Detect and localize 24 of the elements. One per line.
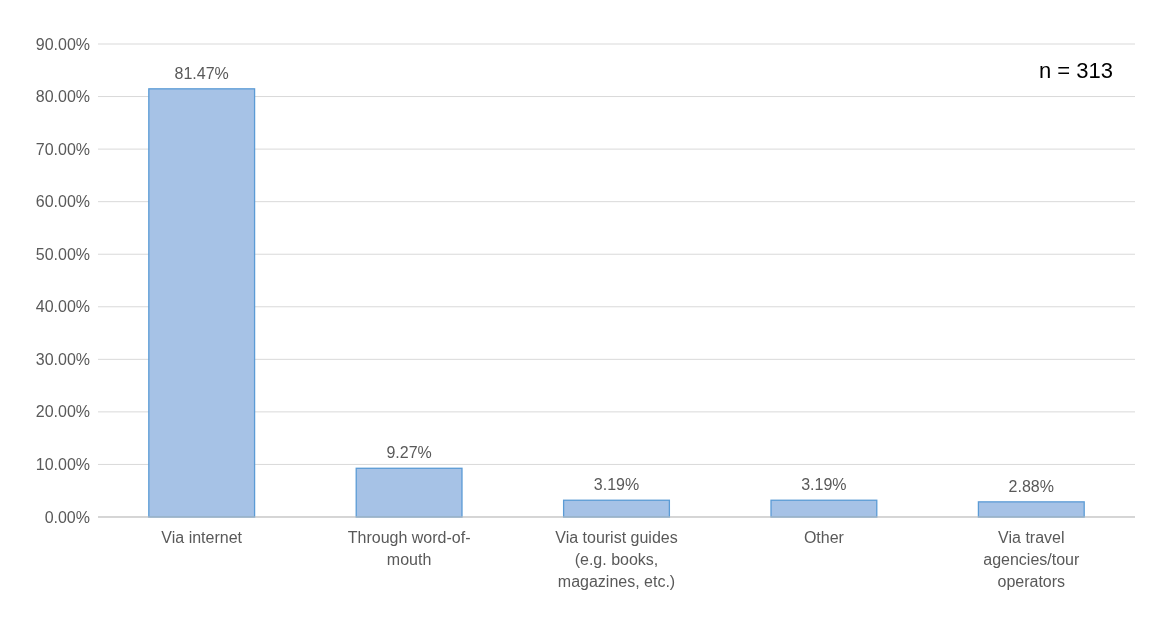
data-label: 2.88% — [1008, 477, 1054, 495]
y-tick-label: 40.00% — [35, 298, 90, 316]
data-label: 81.47% — [174, 64, 229, 82]
data-label: 9.27% — [386, 444, 432, 462]
x-tick-label: Other — [803, 529, 845, 546]
x-tick-label: Via travel agencies/tour operators — [983, 529, 1080, 590]
y-tick-label: 30.00% — [35, 350, 90, 368]
y-tick-label: 10.00% — [35, 456, 90, 474]
data-label: 3.19% — [593, 476, 640, 494]
y-tick-label: 20.00% — [35, 403, 90, 421]
y-tick-label: 60.00% — [35, 193, 90, 211]
bar — [977, 501, 1085, 518]
y-tick-label: 70.00% — [35, 140, 90, 158]
bar — [355, 467, 463, 518]
x-tick-label: Through word-of-mouth — [347, 529, 471, 568]
y-tick-label: 90.00% — [35, 35, 90, 53]
y-tick-label: 80.00% — [35, 88, 90, 106]
data-label: 3.19% — [801, 476, 847, 494]
x-tick-label: Via internet — [161, 529, 243, 546]
annotation: n = 313 — [1038, 58, 1113, 83]
bar — [148, 88, 256, 518]
y-tick-label: 0.00% — [44, 508, 90, 526]
x-tick-label: Via tourist guides (e.g. books, magazines, etc.) — [555, 529, 678, 590]
y-tick-label: 50.00% — [35, 245, 90, 263]
